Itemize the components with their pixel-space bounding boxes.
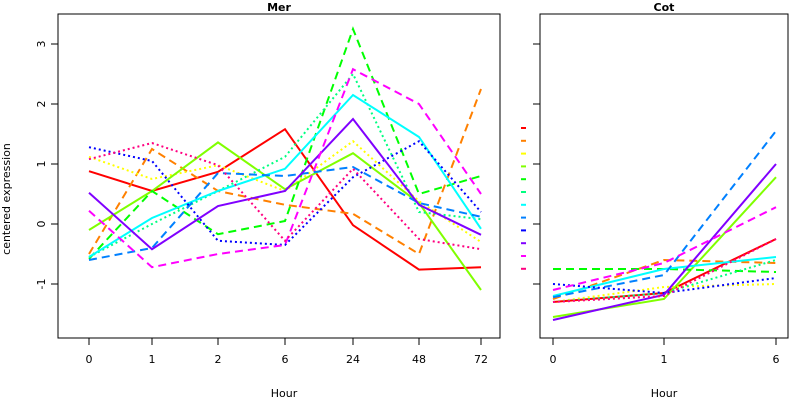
series-line-0-11 [88,141,482,251]
y-tick-label-0-4: 3 [35,41,48,48]
legend [521,127,526,270]
series-line-0-9 [88,117,482,251]
x-tick-label-0-0: 0 [86,353,93,366]
x-axis-label-mer: Hour [271,387,298,400]
y-tick-label-0-2: 1 [35,161,48,168]
series-line-0-5 [88,72,482,258]
series-line-0-6 [88,93,482,258]
plot-frame-mer [57,13,501,339]
series-line-0-4 [88,26,482,260]
series-group-mer [88,26,482,291]
chart-title-mer: Mer [267,1,291,14]
x-tick-label-0-5: 48 [412,353,426,366]
x-tick-label-0-1: 1 [149,353,156,366]
series-line-0-1 [88,88,482,256]
panel-cot: Cot Hour 0 1 6 [533,1,789,400]
series-line-1-2 [552,283,777,303]
x-axis-label-cot: Hour [651,387,678,400]
y-tick-label-0-1: 0 [35,221,48,228]
series-line-1-9 [552,163,777,321]
axis-ticks-cot: 0 1 6 [533,43,780,366]
series-line-1-8 [552,277,777,295]
series-line-0-8 [88,139,482,247]
series-line-1-10 [552,206,777,291]
y-axis-label: centered expression [0,143,13,255]
x-tick-label-0-2: 2 [215,353,222,366]
x-tick-label-1-0: 0 [550,353,557,366]
x-tick-label-1-2: 6 [773,353,780,366]
chart-title-cot: Cot [654,1,675,14]
series-group-cot [552,130,777,321]
series-line-0-10 [88,67,482,269]
y-tick-label-0-0: -1 [35,279,48,290]
series-line-1-7 [552,130,777,299]
panel-mer: Mer Hour centered expression -1 0 1 2 3 0 1 2 6 2… [0,1,501,400]
series-line-0-3 [88,141,482,291]
y-tick-label-0-3: 2 [35,101,48,108]
series-line-1-11 [552,238,777,303]
x-tick-label-0-3: 6 [282,353,289,366]
x-tick-label-0-6: 72 [474,353,488,366]
series-line-1-6 [552,256,777,297]
x-tick-label-1-1: 1 [661,353,668,366]
axis-ticks-mer: -1 0 1 2 3 0 1 2 6 24 48 72 [35,41,488,367]
x-tick-label-0-4: 24 [346,353,360,366]
